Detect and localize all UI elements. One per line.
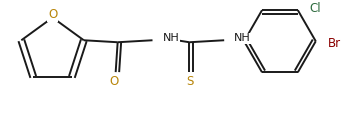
Text: NH: NH xyxy=(162,33,179,43)
Text: NH: NH xyxy=(234,33,251,43)
Text: O: O xyxy=(109,75,118,88)
Text: O: O xyxy=(48,8,57,21)
Text: Br: Br xyxy=(328,37,341,50)
Text: Cl: Cl xyxy=(310,2,321,15)
Text: S: S xyxy=(187,75,194,88)
